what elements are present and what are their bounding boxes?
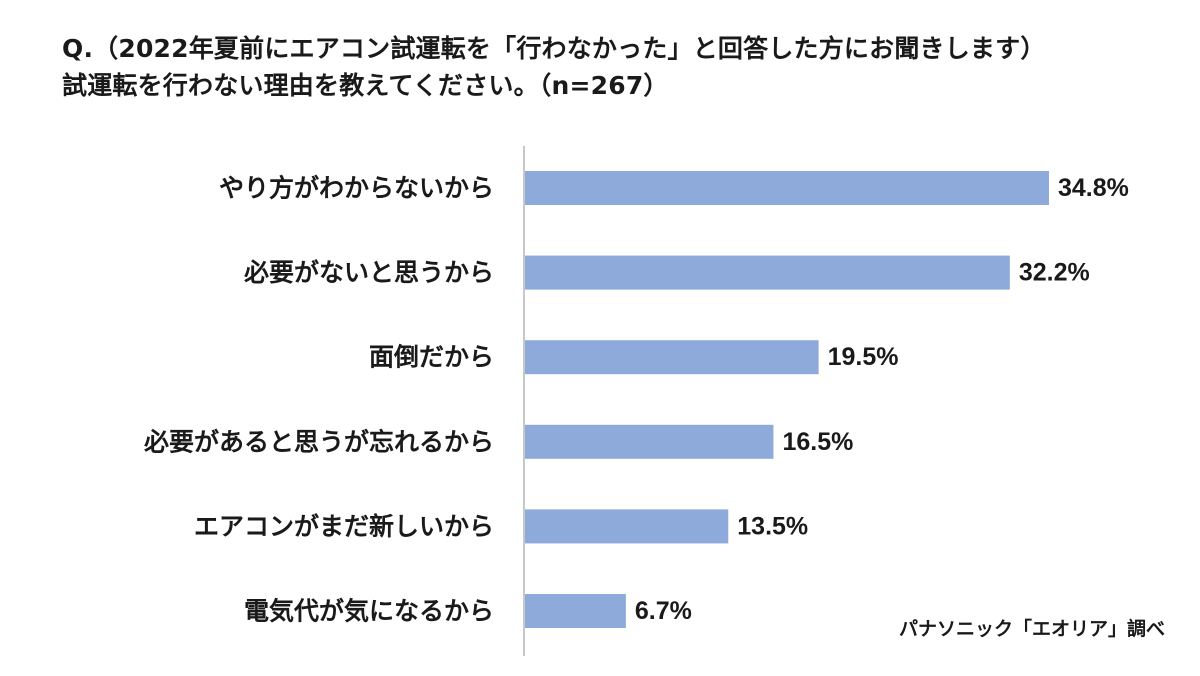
- chart-title-line-2: 試運転を行わない理由を教えてください。（n=267）: [62, 71, 669, 100]
- category-label: 電気代が気になるから: [244, 597, 494, 626]
- bar: [525, 424, 774, 459]
- category-label: エアコンがまだ新しいから: [194, 512, 494, 541]
- source-note: パナソニック「エオリア」調べ: [898, 618, 1165, 640]
- value-label: 34.8%: [1058, 174, 1129, 202]
- category-label: 面倒だから: [369, 343, 494, 372]
- value-label: 32.2%: [1019, 259, 1090, 287]
- bar: [525, 594, 626, 628]
- category-label: 必要がないと思うから: [244, 258, 494, 287]
- chart-title-line-1: Q.（2022年夏前にエアコン試運転を「行わなかった」と回答した方にお聞きします…: [62, 34, 1046, 63]
- category-label: やり方がわからないから: [219, 174, 494, 203]
- category-label: 必要があると思うが忘れるから: [144, 427, 494, 456]
- chart-title: Q.（2022年夏前にエアコン試運転を「行わなかった」と回答した方にお聞きします…: [62, 30, 1182, 104]
- value-label: 16.5%: [782, 428, 853, 456]
- bar: [525, 340, 819, 375]
- value-label: 19.5%: [828, 343, 899, 371]
- bar: [525, 509, 729, 544]
- bar: [525, 255, 1010, 290]
- bar: [525, 171, 1049, 205]
- value-label: 6.7%: [635, 597, 692, 625]
- value-label: 13.5%: [737, 512, 808, 540]
